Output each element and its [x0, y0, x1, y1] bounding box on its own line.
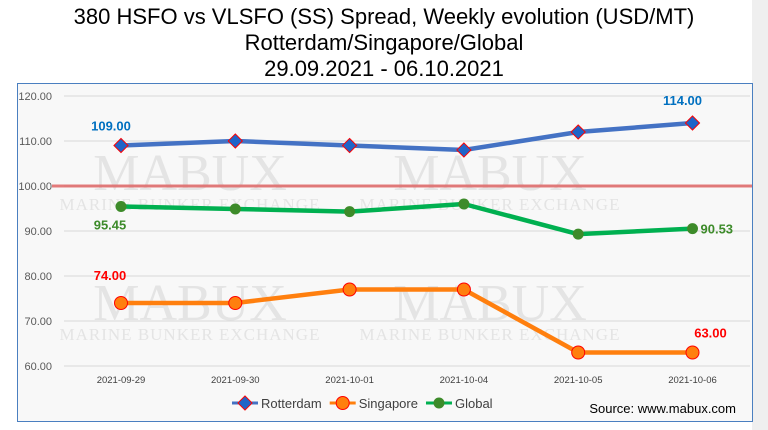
legend-rotterdam-label: Rotterdam	[261, 396, 322, 411]
y-tick-label: 120.00	[18, 91, 52, 103]
rotterdam-point	[227, 133, 244, 149]
x-tick-label: 2021-09-29	[97, 375, 146, 386]
global-data-label: 90.53	[701, 222, 734, 237]
legend-global-label: Global	[455, 396, 493, 411]
y-tick-label: 90.00	[24, 226, 52, 238]
global-data-label: 95.45	[94, 217, 127, 232]
singapore-data-label: 74.00	[94, 268, 127, 283]
singapore-line	[121, 287, 693, 355]
y-tick-label: 80.00	[24, 271, 52, 283]
singapore-point	[114, 296, 128, 310]
global-point	[687, 223, 698, 235]
legend-singapore-marker	[335, 396, 350, 410]
watermark-text: MARINE BUNKER EXCHANGE	[360, 195, 621, 214]
singapore-point	[228, 296, 243, 310]
global-point	[458, 198, 470, 210]
x-tick-label: 2021-10-01	[325, 375, 374, 386]
y-tick-label: 110.00	[19, 136, 52, 148]
global-line	[120, 201, 693, 237]
singapore-point	[685, 345, 700, 360]
global-point	[229, 203, 241, 215]
chart-subtitle: Rotterdam/Singapore/Global	[244, 30, 524, 55]
legend-rotterdam-marker	[237, 395, 253, 411]
y-tick-label: 60.00	[24, 361, 52, 373]
rotterdam-line	[120, 120, 693, 153]
rotterdam-data-label: 109.00	[91, 119, 131, 134]
y-tick-label: 100.00	[18, 181, 52, 193]
source-label: Source: www.mabux.com	[589, 401, 736, 416]
x-tick-label: 2021-10-04	[440, 375, 489, 386]
chart-title: 380 HSFO vs VLSFO (SS) Spread, Weekly ev…	[73, 4, 695, 29]
watermark-text: MARINE BUNKER EXCHANGE	[60, 325, 321, 344]
singapore-point	[342, 282, 357, 297]
chart-date-range: 29.09.2021 - 06.10.2021	[264, 56, 504, 81]
global-point	[344, 206, 356, 218]
global-point	[115, 200, 127, 212]
y-tick-label: 70.00	[24, 316, 52, 328]
rotterdam-point	[570, 124, 586, 140]
rotterdam-point	[113, 137, 129, 154]
global-point	[572, 228, 584, 240]
rotterdam-point	[456, 142, 472, 158]
singapore-data-label: 63.00	[694, 326, 727, 341]
legend-singapore-label: Singapore	[359, 396, 418, 411]
watermark-logo: MABUX	[93, 145, 287, 202]
rotterdam-point	[684, 115, 701, 131]
side-strip	[752, 0, 768, 430]
x-tick-label: 2021-10-06	[668, 375, 717, 386]
rotterdam-data-label: 114.00	[663, 93, 702, 108]
singapore-point	[571, 345, 586, 360]
watermark-text: MARINE BUNKER EXCHANGE	[360, 325, 621, 344]
rotterdam-point	[341, 137, 358, 154]
singapore-point	[456, 282, 471, 297]
watermark-logo: MABUX	[393, 145, 587, 202]
legend-global-marker	[433, 397, 445, 409]
x-tick-label: 2021-09-30	[211, 375, 260, 386]
x-tick-label: 2021-10-05	[554, 375, 603, 386]
